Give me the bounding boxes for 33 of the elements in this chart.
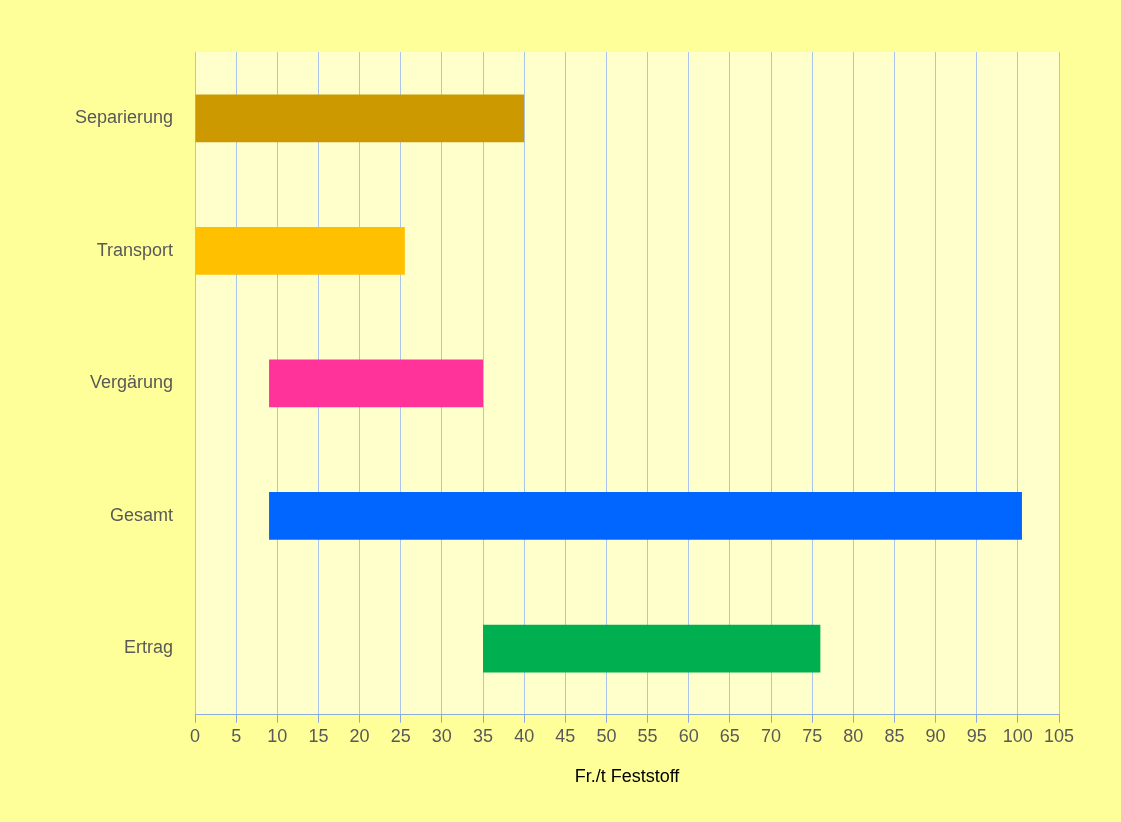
bar bbox=[195, 94, 525, 143]
y-tick-label: Transport bbox=[96, 239, 173, 260]
x-tick-label: 75 bbox=[802, 725, 823, 746]
bar bbox=[269, 492, 1022, 540]
x-tick-label: 105 bbox=[1043, 725, 1075, 746]
x-tick-label: 55 bbox=[637, 725, 658, 746]
x-axis-title: Fr./t Feststoff bbox=[574, 766, 681, 787]
x-tick-label: 50 bbox=[596, 725, 617, 746]
x-tick-label: 20 bbox=[349, 725, 370, 746]
bar bbox=[269, 359, 483, 408]
x-tick-label: 100 bbox=[1002, 725, 1033, 746]
x-tick-label: 15 bbox=[308, 725, 329, 746]
x-tick-label: 90 bbox=[925, 725, 946, 746]
x-tick-label: 5 bbox=[231, 725, 242, 746]
x-tick-label: 95 bbox=[966, 725, 987, 746]
y-tick-label: Vergärung bbox=[89, 372, 173, 393]
x-tick-label: 25 bbox=[390, 725, 411, 746]
x-tick-label: 60 bbox=[678, 725, 699, 746]
x-tick-label: 65 bbox=[719, 725, 740, 746]
x-tick-label: 35 bbox=[472, 725, 494, 746]
x-tick-label: 10 bbox=[267, 725, 288, 746]
x-tick-label: 70 bbox=[760, 725, 782, 746]
y-tick-label: Gesamt bbox=[109, 504, 173, 525]
x-tick-label: 0 bbox=[189, 725, 201, 746]
x-tick-label: 40 bbox=[514, 725, 535, 746]
y-tick-label: Separierung bbox=[74, 107, 173, 128]
bar bbox=[483, 624, 821, 673]
x-tick-label: 45 bbox=[555, 725, 576, 746]
x-tick-label: 30 bbox=[431, 725, 452, 746]
x-tick-label: 80 bbox=[843, 725, 864, 746]
bar bbox=[195, 226, 405, 275]
y-tick-label: Ertrag bbox=[123, 637, 173, 658]
x-tick-label: 85 bbox=[884, 725, 905, 746]
